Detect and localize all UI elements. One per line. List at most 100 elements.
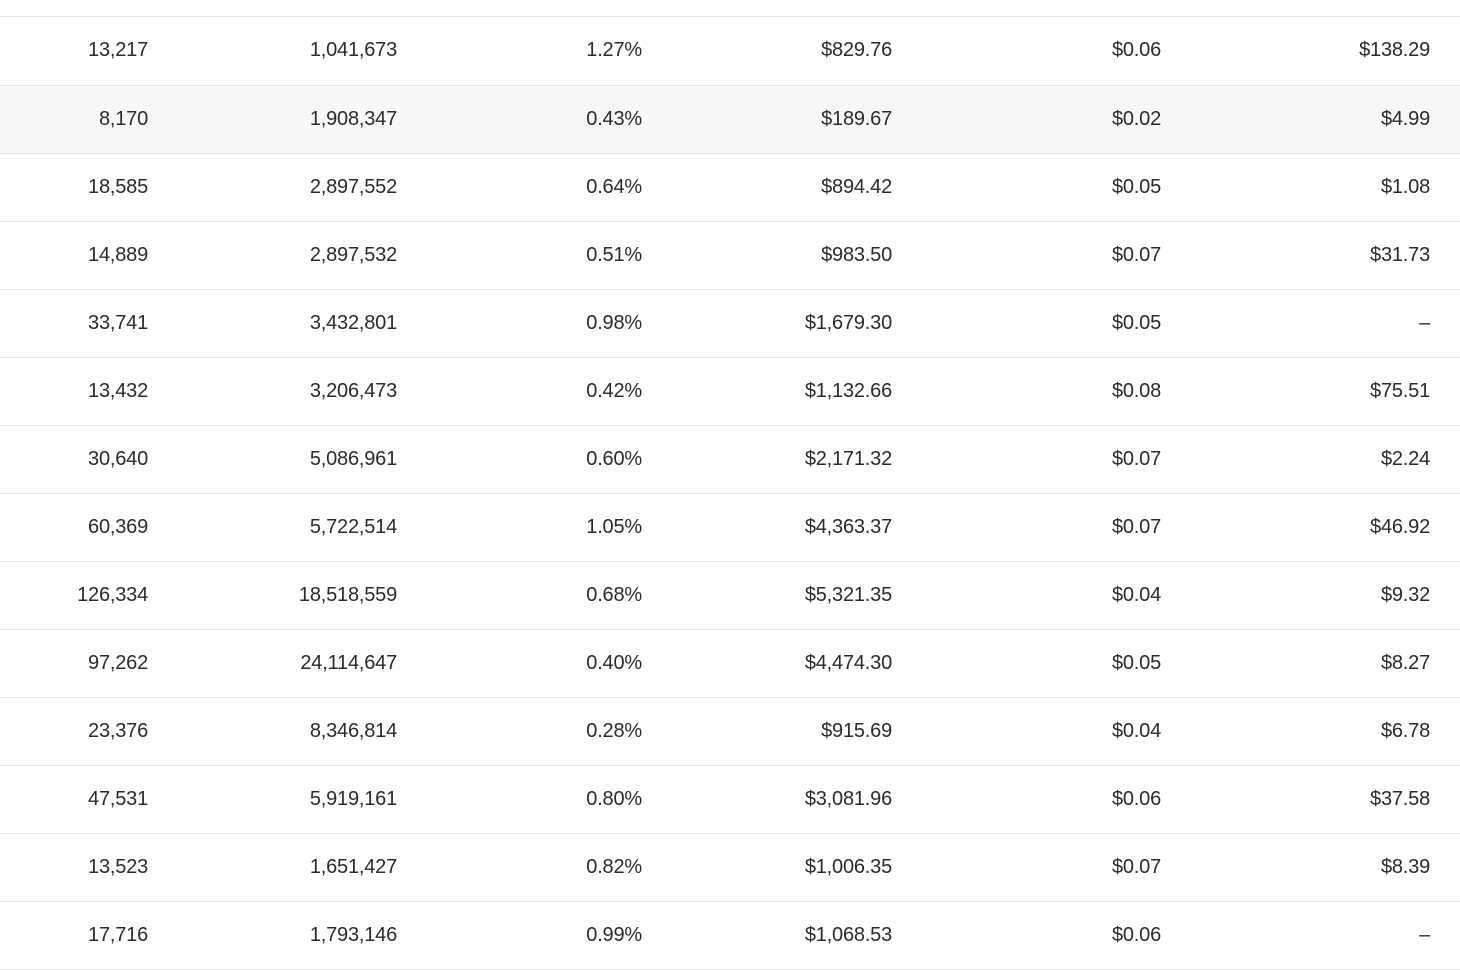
table-cell: 18,585 bbox=[0, 153, 148, 222]
table-cell: $0.06 bbox=[893, 17, 1162, 86]
table-row[interactable]: 13,217 1,041,673 1.27% $829.76 $0.06 $13… bbox=[0, 17, 1460, 86]
table-row[interactable]: 13,523 1,651,427 0.82% $1,006.35 $0.07 $… bbox=[0, 833, 1460, 902]
data-table-container: 13,217 1,041,673 1.27% $829.76 $0.06 $13… bbox=[0, 16, 1460, 970]
table-cell: $5,321.35 bbox=[643, 561, 893, 630]
table-cell: $1,006.35 bbox=[643, 833, 893, 902]
table-cell: 30,640 bbox=[0, 425, 148, 494]
table-cell: 3,432,801 bbox=[148, 289, 399, 358]
table-cell: 1,651,427 bbox=[148, 833, 399, 902]
table-cell: 1,908,347 bbox=[148, 85, 399, 154]
table-cell: $9.32 bbox=[1162, 561, 1460, 630]
table-cell: 0.42% bbox=[399, 357, 643, 426]
table-cell: – bbox=[1162, 901, 1460, 970]
table-cell: $138.29 bbox=[1162, 17, 1460, 86]
table-cell: $0.07 bbox=[893, 221, 1162, 290]
table-cell: $0.06 bbox=[893, 765, 1162, 834]
table-cell: $894.42 bbox=[643, 153, 893, 222]
table-cell: $0.07 bbox=[893, 493, 1162, 562]
table-cell: 2,897,532 bbox=[148, 221, 399, 290]
table-cell: 13,217 bbox=[0, 17, 148, 86]
table-cell: 1,793,146 bbox=[148, 901, 399, 970]
table-cell: 47,531 bbox=[0, 765, 148, 834]
table-cell: $2,171.32 bbox=[643, 425, 893, 494]
table-cell: $0.08 bbox=[893, 357, 1162, 426]
table-row[interactable]: 23,376 8,346,814 0.28% $915.69 $0.04 $6.… bbox=[0, 697, 1460, 766]
table-cell: 5,086,961 bbox=[148, 425, 399, 494]
table-cell: $189.67 bbox=[643, 85, 893, 154]
table-cell: 13,432 bbox=[0, 357, 148, 426]
table-row[interactable]: 97,262 24,114,647 0.40% $4,474.30 $0.05 … bbox=[0, 629, 1460, 698]
table-cell: $0.02 bbox=[893, 85, 1162, 154]
table-cell: $0.04 bbox=[893, 561, 1162, 630]
table-cell: 0.64% bbox=[399, 153, 643, 222]
table-cell: $4.99 bbox=[1162, 85, 1460, 154]
table-cell: 0.80% bbox=[399, 765, 643, 834]
table-cell: $915.69 bbox=[643, 697, 893, 766]
table-cell: $983.50 bbox=[643, 221, 893, 290]
data-table: 13,217 1,041,673 1.27% $829.76 $0.06 $13… bbox=[0, 17, 1460, 970]
table-cell: 0.43% bbox=[399, 85, 643, 154]
table-cell: 14,889 bbox=[0, 221, 148, 290]
table-cell: $46.92 bbox=[1162, 493, 1460, 562]
table-cell: $0.07 bbox=[893, 833, 1162, 902]
table-cell: $829.76 bbox=[643, 17, 893, 86]
table-cell: 0.99% bbox=[399, 901, 643, 970]
table-cell: 97,262 bbox=[0, 629, 148, 698]
table-cell: $75.51 bbox=[1162, 357, 1460, 426]
table-body: 13,217 1,041,673 1.27% $829.76 $0.06 $13… bbox=[0, 17, 1460, 970]
table-cell: $0.05 bbox=[893, 289, 1162, 358]
table-row[interactable]: 14,889 2,897,532 0.51% $983.50 $0.07 $31… bbox=[0, 221, 1460, 290]
table-cell: 60,369 bbox=[0, 493, 148, 562]
table-row[interactable]: 47,531 5,919,161 0.80% $3,081.96 $0.06 $… bbox=[0, 765, 1460, 834]
table-cell: 0.40% bbox=[399, 629, 643, 698]
table-cell: $4,363.37 bbox=[643, 493, 893, 562]
table-cell: 0.28% bbox=[399, 697, 643, 766]
table-cell: $6.78 bbox=[1162, 697, 1460, 766]
table-cell: $0.06 bbox=[893, 901, 1162, 970]
table-cell: $4,474.30 bbox=[643, 629, 893, 698]
table-cell: 2,897,552 bbox=[148, 153, 399, 222]
table-row[interactable]: 126,334 18,518,559 0.68% $5,321.35 $0.04… bbox=[0, 561, 1460, 630]
table-cell: 5,722,514 bbox=[148, 493, 399, 562]
table-cell: $31.73 bbox=[1162, 221, 1460, 290]
table-cell: $37.58 bbox=[1162, 765, 1460, 834]
table-cell: 8,346,814 bbox=[148, 697, 399, 766]
table-cell: $1,679.30 bbox=[643, 289, 893, 358]
table-cell: 3,206,473 bbox=[148, 357, 399, 426]
table-cell: $1,132.66 bbox=[643, 357, 893, 426]
table-cell: 33,741 bbox=[0, 289, 148, 358]
table-row[interactable]: 60,369 5,722,514 1.05% $4,363.37 $0.07 $… bbox=[0, 493, 1460, 562]
table-cell: 5,919,161 bbox=[148, 765, 399, 834]
table-cell: 0.60% bbox=[399, 425, 643, 494]
table-cell: 0.68% bbox=[399, 561, 643, 630]
table-row[interactable]: 18,585 2,897,552 0.64% $894.42 $0.05 $1.… bbox=[0, 153, 1460, 222]
table-cell: $3,081.96 bbox=[643, 765, 893, 834]
table-row[interactable]: 30,640 5,086,961 0.60% $2,171.32 $0.07 $… bbox=[0, 425, 1460, 494]
table-cell: – bbox=[1162, 289, 1460, 358]
table-cell: 1.05% bbox=[399, 493, 643, 562]
table-cell: $0.05 bbox=[893, 629, 1162, 698]
table-cell: $8.39 bbox=[1162, 833, 1460, 902]
table-row[interactable]: 33,741 3,432,801 0.98% $1,679.30 $0.05 – bbox=[0, 289, 1460, 358]
table-cell: 17,716 bbox=[0, 901, 148, 970]
table-cell: $0.04 bbox=[893, 697, 1162, 766]
table-cell: 23,376 bbox=[0, 697, 148, 766]
table-cell: $2.24 bbox=[1162, 425, 1460, 494]
table-cell: 24,114,647 bbox=[148, 629, 399, 698]
table-row-hovered[interactable]: 8,170 1,908,347 0.43% $189.67 $0.02 $4.9… bbox=[0, 85, 1460, 154]
table-row[interactable]: 17,716 1,793,146 0.99% $1,068.53 $0.06 – bbox=[0, 901, 1460, 970]
table-row[interactable]: 13,432 3,206,473 0.42% $1,132.66 $0.08 $… bbox=[0, 357, 1460, 426]
table-cell: 126,334 bbox=[0, 561, 148, 630]
table-cell: $0.05 bbox=[893, 153, 1162, 222]
table-cell: 18,518,559 bbox=[148, 561, 399, 630]
table-cell: $1.08 bbox=[1162, 153, 1460, 222]
table-cell: $1,068.53 bbox=[643, 901, 893, 970]
table-cell: 0.98% bbox=[399, 289, 643, 358]
table-cell: 13,523 bbox=[0, 833, 148, 902]
table-cell: $8.27 bbox=[1162, 629, 1460, 698]
table-cell: 8,170 bbox=[0, 85, 148, 154]
table-cell: 1.27% bbox=[399, 17, 643, 86]
table-cell: 1,041,673 bbox=[148, 17, 399, 86]
table-cell: 0.51% bbox=[399, 221, 643, 290]
table-cell: 0.82% bbox=[399, 833, 643, 902]
